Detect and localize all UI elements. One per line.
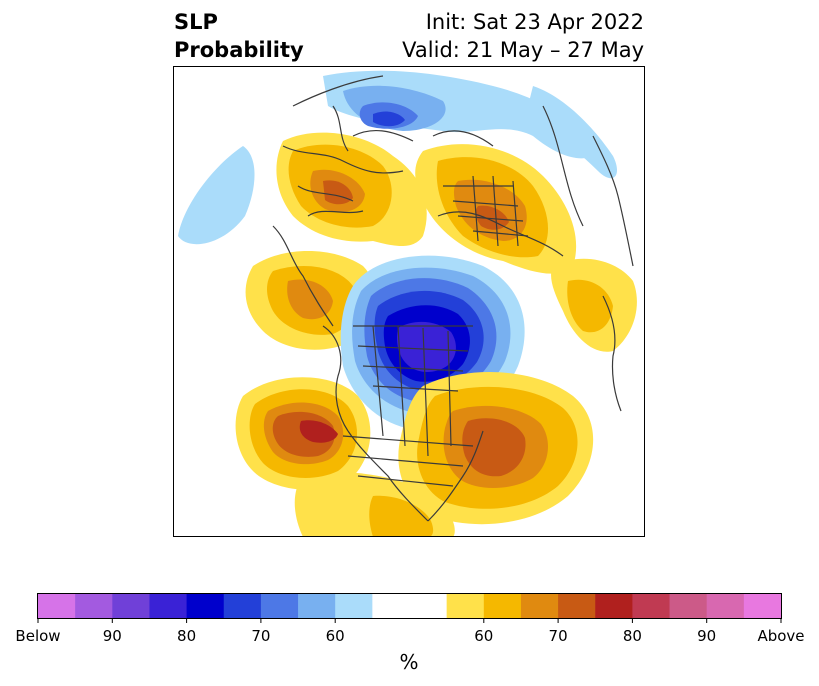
colorbar-swatch <box>75 594 113 618</box>
colorbar-swatch <box>558 594 596 618</box>
colorbar-tick-label: 80 <box>623 627 642 645</box>
colorbar-frame <box>37 593 782 619</box>
valid-range: Valid: 21 May – 27 May <box>402 38 644 62</box>
colorbar-unit-label: % <box>399 650 418 674</box>
colorbar-tick-label: 90 <box>697 627 716 645</box>
colorbar-swatch <box>446 594 485 618</box>
colorbar-swatch <box>483 594 522 618</box>
colorbar-swatch <box>409 594 448 618</box>
colorbar-swatch <box>335 594 373 618</box>
map-dates: Init: Sat 23 Apr 2022 Valid: 21 May – 27… <box>402 8 644 64</box>
colorbar-swatch <box>632 594 671 618</box>
probability-map <box>173 66 645 537</box>
colorbar-swatch <box>223 594 262 618</box>
map-title: SLP Probability <box>174 8 304 64</box>
colorbar-tick-label: Above <box>757 627 804 645</box>
country-borders <box>272 75 634 522</box>
colorbar-swatch <box>706 594 745 618</box>
colorbar-tick-label: 90 <box>103 627 122 645</box>
colorbar-swatch <box>520 594 559 618</box>
colorbar-swatch <box>149 594 188 618</box>
init-date: Init: Sat 23 Apr 2022 <box>425 10 644 34</box>
colorbar-swatch <box>260 594 299 618</box>
colorbar-tick-label: 60 <box>474 627 493 645</box>
colorbar-swatch <box>669 594 708 618</box>
colorbar-swatch <box>372 594 410 618</box>
colorbar-tick-label: Below <box>15 627 60 645</box>
colorbar-ticks: Below 90 80 70 60 60 70 80 90 Above <box>15 618 805 645</box>
colorbar-swatch <box>743 594 782 618</box>
colorbar-swatch <box>38 594 76 618</box>
colorbar-swatches <box>38 594 782 618</box>
colorbar-swatch <box>112 594 150 618</box>
colorbar-tick-label: 80 <box>177 627 196 645</box>
colorbar-tick-label: 70 <box>549 627 568 645</box>
below-patch-pacific <box>178 146 255 245</box>
colorbar: Below 90 80 70 60 60 70 80 90 Above % <box>15 593 805 674</box>
title-line1: SLP <box>174 10 218 34</box>
colorbar-swatch <box>595 594 633 618</box>
colorbar-swatch <box>186 594 225 618</box>
colorbar-tick-label: 70 <box>251 627 270 645</box>
title-line2: Probability <box>174 38 304 62</box>
colorbar-swatch <box>298 594 336 618</box>
colorbar-tick-label: 60 <box>326 627 345 645</box>
